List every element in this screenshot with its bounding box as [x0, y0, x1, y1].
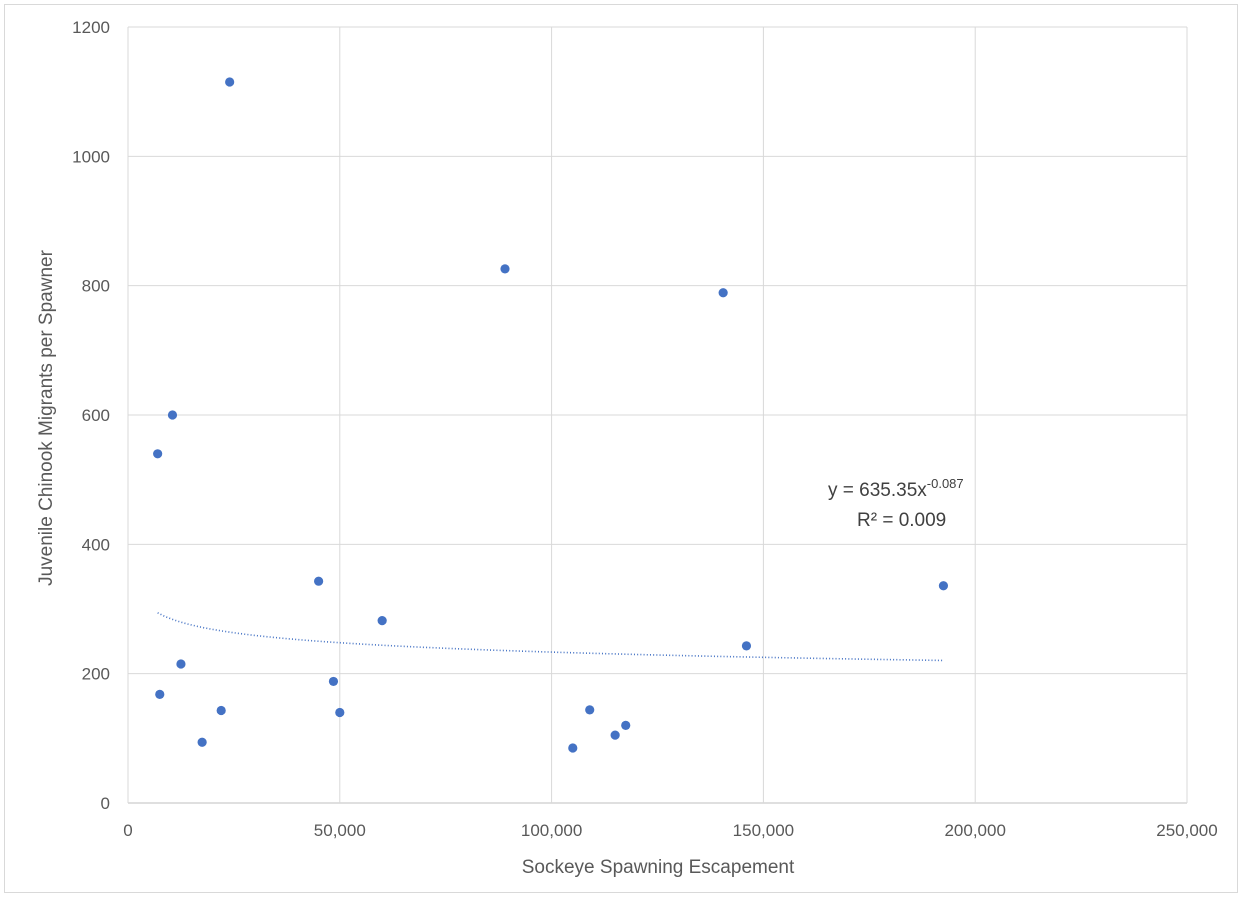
data-point-9 [335, 707, 345, 718]
x-tick-label: 250,000 [1156, 821, 1217, 840]
trendline-equation: y = 635.35x-0.087 [828, 476, 964, 501]
trendline-r-squared: R² = 0.009 [857, 510, 946, 531]
data-point-3 [176, 659, 186, 669]
x-tick-label: 50,000 [314, 821, 366, 840]
y-tick-label: 1000 [72, 147, 110, 166]
y-tick-label: 0 [101, 794, 110, 813]
y-tick-labels: 0 200 400 600 800 1000 1200 [72, 18, 110, 813]
data-point-16 [718, 288, 728, 298]
data-point-6 [225, 77, 235, 87]
data-point-2 [167, 410, 178, 420]
trendline-equation-base: y = 635.35x [828, 480, 927, 501]
y-tick-label: 200 [82, 665, 110, 684]
data-point-4 [197, 737, 207, 747]
data-points [153, 77, 949, 753]
data-point-11 [500, 264, 510, 274]
y-tick-label: 600 [82, 406, 110, 425]
y-tick-label: 1200 [72, 18, 110, 37]
data-point-1 [155, 689, 165, 699]
x-tick-labels: 0 50,000 100,000 150,000 200,000 250,000 [123, 821, 1217, 840]
y-tick-label: 800 [82, 277, 110, 296]
data-point-8 [328, 676, 339, 687]
x-tick-label: 0 [123, 821, 132, 840]
data-point-15 [621, 720, 631, 731]
data-point-7 [314, 576, 324, 586]
data-point-5 [216, 705, 226, 716]
x-tick-label: 100,000 [521, 821, 582, 840]
data-point-13 [585, 705, 595, 715]
trendline-equation-exponent: -0.087 [927, 476, 964, 491]
data-point-12 [568, 743, 578, 753]
data-point-14 [610, 730, 620, 740]
data-point-10 [377, 616, 387, 626]
x-tick-label: 150,000 [733, 821, 794, 840]
y-axis-title: Juvenile Chinook Migrants per Spawner [36, 249, 57, 586]
data-point-0 [153, 449, 163, 459]
data-point-18 [938, 581, 949, 591]
data-point-17 [741, 641, 752, 651]
x-axis-title: Sockeye Spawning Escapement [522, 857, 795, 878]
power-trendline [157, 612, 944, 662]
grid-layer [127, 26, 1188, 804]
chart-frame [4, 4, 1238, 893]
y-tick-label: 400 [82, 535, 110, 554]
x-tick-label: 200,000 [944, 821, 1005, 840]
